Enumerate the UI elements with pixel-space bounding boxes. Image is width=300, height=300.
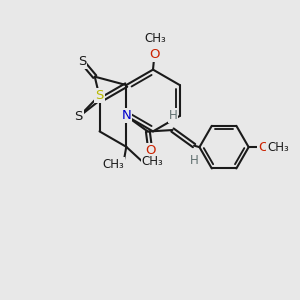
- Text: CH₃: CH₃: [142, 155, 163, 168]
- Text: H: H: [169, 109, 177, 122]
- Text: N: N: [122, 110, 131, 122]
- Text: CH₃: CH₃: [144, 32, 166, 45]
- Text: CH₃: CH₃: [267, 141, 289, 154]
- Text: O: O: [145, 144, 155, 157]
- Text: S: S: [78, 55, 86, 68]
- Text: CH₃: CH₃: [103, 158, 124, 171]
- Text: O: O: [149, 47, 160, 61]
- Text: H: H: [190, 154, 198, 166]
- Text: O: O: [258, 141, 268, 154]
- Text: S: S: [95, 89, 103, 102]
- Text: S: S: [74, 110, 83, 124]
